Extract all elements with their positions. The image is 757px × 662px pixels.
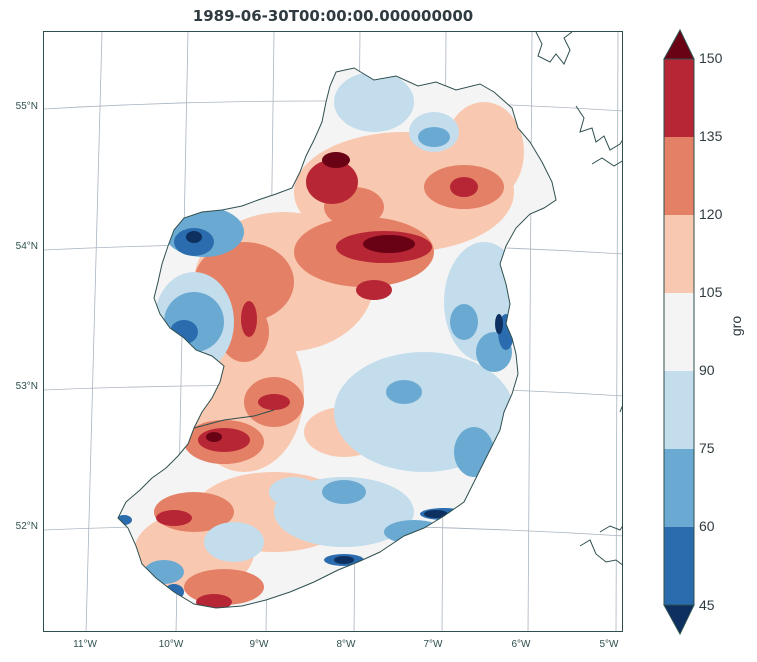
ireland-coastline	[117, 67, 557, 609]
colorbar-tick-75: 75	[699, 440, 715, 456]
colorbar-over-extension	[663, 28, 695, 60]
colorbar-level-45-60	[664, 527, 694, 605]
colorbar-tick-150: 150	[699, 50, 723, 66]
map-plot-area[interactable]	[43, 31, 623, 632]
colorbar-label: gro	[728, 315, 745, 337]
lat-label-52: 52°N	[15, 521, 38, 532]
map-title: 1989-06-30T00:00:00.000000000	[192, 7, 474, 25]
colorbar-level-135-150	[664, 59, 694, 137]
colorbar-tick-135: 135	[699, 128, 723, 144]
colorbar-tick-90: 90	[699, 362, 715, 378]
river-estuary	[193, 409, 275, 429]
lat-label-54: 54°N	[15, 241, 38, 252]
lon-label-9w: 9°W	[249, 639, 269, 650]
lon-label-7w: 7°W	[423, 639, 443, 650]
lon-label-5w: 5°W	[599, 639, 619, 650]
lat-label-55: 55°N	[15, 101, 38, 112]
colorbar-tick-60: 60	[699, 518, 715, 534]
lon-label-10w: 10°W	[158, 639, 184, 650]
colorbar-level-60-75	[664, 449, 694, 527]
colorbar	[663, 28, 695, 636]
lon-label-8w: 8°W	[336, 639, 356, 650]
colorbar-level-90-105	[664, 293, 694, 371]
great-britain-coastline	[535, 32, 622, 566]
colorbar-tick-120: 120	[699, 206, 723, 222]
lat-label-53: 53°N	[15, 381, 38, 392]
colorbar-tick-45: 45	[699, 597, 715, 613]
gridded-field	[118, 72, 524, 608]
colorbar-under-extension	[663, 604, 695, 636]
lon-label-11w: 11°W	[73, 639, 97, 650]
colorbar-level-105-120	[664, 215, 694, 293]
colorbar-tick-105: 105	[699, 284, 723, 300]
lon-label-6w: 6°W	[511, 639, 531, 650]
map-canvas	[44, 32, 622, 631]
colorbar-level-75-90	[664, 371, 694, 449]
colorbar-level-120-135	[664, 137, 694, 215]
